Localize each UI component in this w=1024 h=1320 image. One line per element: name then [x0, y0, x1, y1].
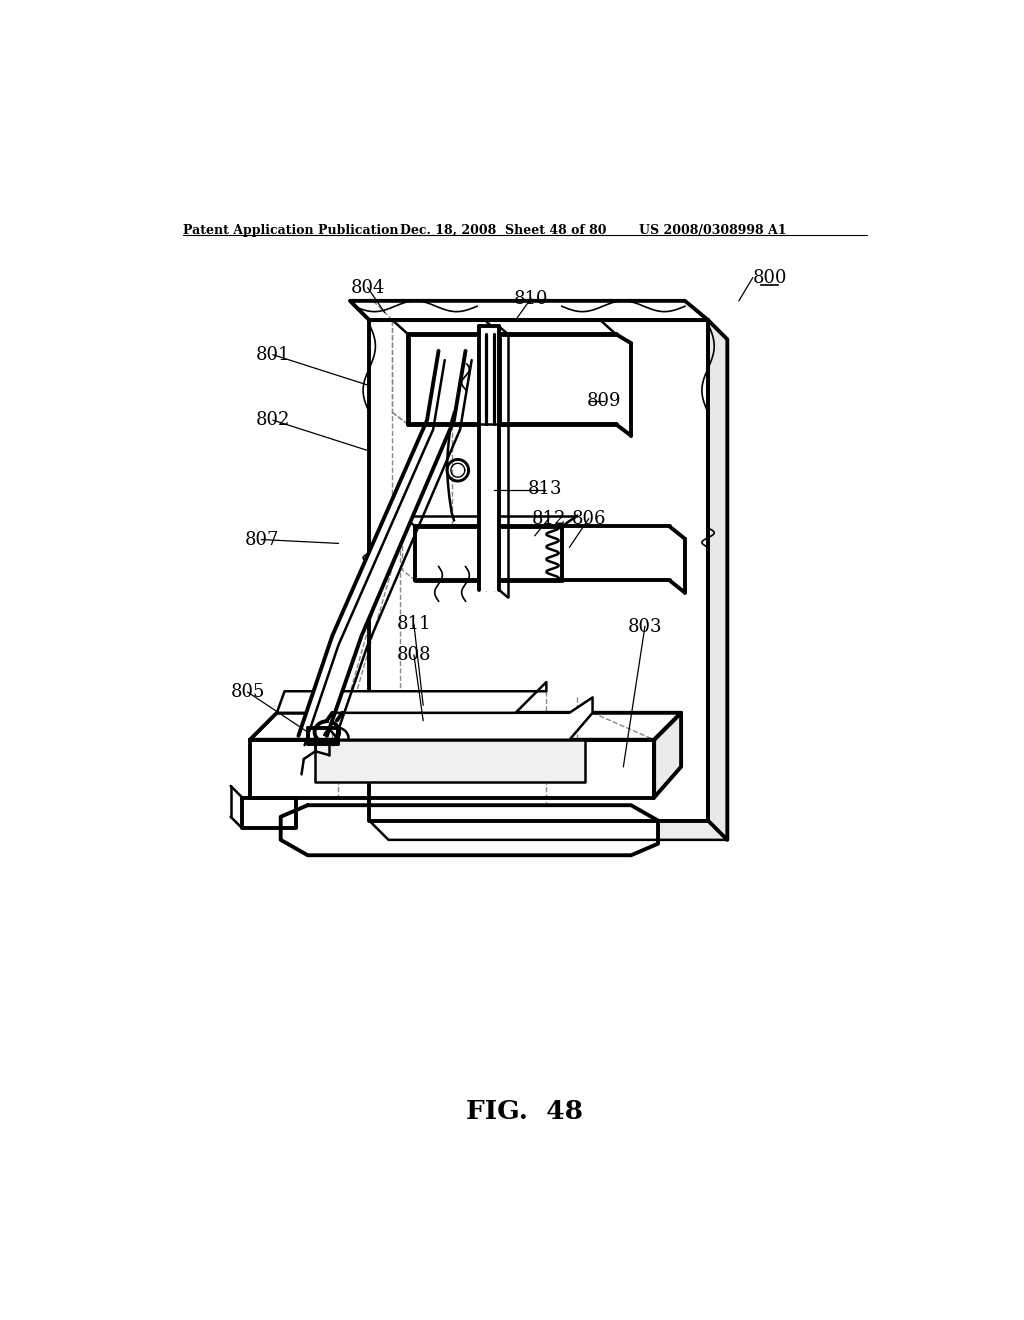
Text: 802: 802 — [256, 412, 290, 429]
Polygon shape — [315, 739, 585, 781]
Polygon shape — [408, 335, 500, 363]
Text: 809: 809 — [587, 392, 622, 411]
Text: 804: 804 — [350, 279, 385, 297]
Text: Dec. 18, 2008  Sheet 48 of 80: Dec. 18, 2008 Sheet 48 of 80 — [400, 224, 606, 236]
Polygon shape — [250, 713, 681, 739]
Polygon shape — [370, 321, 708, 821]
Text: 801: 801 — [256, 346, 290, 364]
Text: Patent Application Publication: Patent Application Publication — [183, 224, 398, 236]
Polygon shape — [298, 351, 466, 737]
Polygon shape — [281, 805, 658, 855]
Polygon shape — [276, 682, 547, 713]
Polygon shape — [350, 301, 708, 321]
Text: 805: 805 — [230, 682, 265, 701]
Text: 807: 807 — [245, 531, 279, 549]
Polygon shape — [250, 739, 654, 797]
Polygon shape — [315, 697, 593, 739]
Polygon shape — [708, 321, 727, 840]
Text: 808: 808 — [396, 645, 431, 664]
Text: US 2008/0308998 A1: US 2008/0308998 A1 — [639, 224, 786, 236]
Text: 806: 806 — [571, 510, 606, 528]
Polygon shape — [243, 797, 296, 829]
Polygon shape — [370, 821, 727, 840]
Text: 800: 800 — [753, 269, 786, 286]
Text: 813: 813 — [527, 480, 562, 499]
Text: 812: 812 — [531, 510, 566, 528]
Polygon shape — [654, 713, 681, 797]
Text: FIG.  48: FIG. 48 — [466, 1100, 584, 1125]
Text: 811: 811 — [396, 615, 431, 634]
Text: 810: 810 — [514, 289, 548, 308]
Polygon shape — [478, 326, 499, 590]
Text: 803: 803 — [628, 618, 663, 635]
